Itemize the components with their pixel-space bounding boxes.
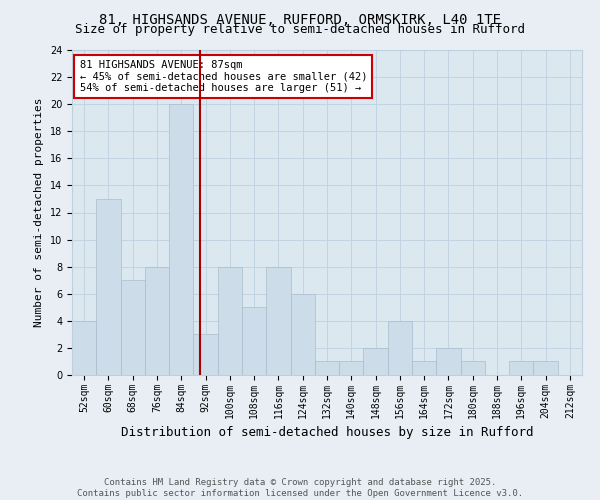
Bar xyxy=(96,199,121,375)
Bar xyxy=(509,362,533,375)
Bar xyxy=(388,321,412,375)
Bar xyxy=(242,308,266,375)
Bar xyxy=(145,266,169,375)
Bar xyxy=(72,321,96,375)
Bar xyxy=(436,348,461,375)
Bar xyxy=(461,362,485,375)
Text: Size of property relative to semi-detached houses in Rufford: Size of property relative to semi-detach… xyxy=(75,22,525,36)
Y-axis label: Number of semi-detached properties: Number of semi-detached properties xyxy=(34,98,44,327)
Text: 81 HIGHSANDS AVENUE: 87sqm
← 45% of semi-detached houses are smaller (42)
54% of: 81 HIGHSANDS AVENUE: 87sqm ← 45% of semi… xyxy=(80,60,367,93)
Bar xyxy=(533,362,558,375)
Text: Contains HM Land Registry data © Crown copyright and database right 2025.
Contai: Contains HM Land Registry data © Crown c… xyxy=(77,478,523,498)
Bar xyxy=(169,104,193,375)
Bar xyxy=(290,294,315,375)
X-axis label: Distribution of semi-detached houses by size in Rufford: Distribution of semi-detached houses by … xyxy=(121,426,533,439)
Bar xyxy=(412,362,436,375)
Bar xyxy=(193,334,218,375)
Text: 81, HIGHSANDS AVENUE, RUFFORD, ORMSKIRK, L40 1TE: 81, HIGHSANDS AVENUE, RUFFORD, ORMSKIRK,… xyxy=(99,12,501,26)
Bar xyxy=(218,266,242,375)
Bar xyxy=(364,348,388,375)
Bar xyxy=(121,280,145,375)
Bar xyxy=(315,362,339,375)
Bar xyxy=(266,266,290,375)
Bar xyxy=(339,362,364,375)
